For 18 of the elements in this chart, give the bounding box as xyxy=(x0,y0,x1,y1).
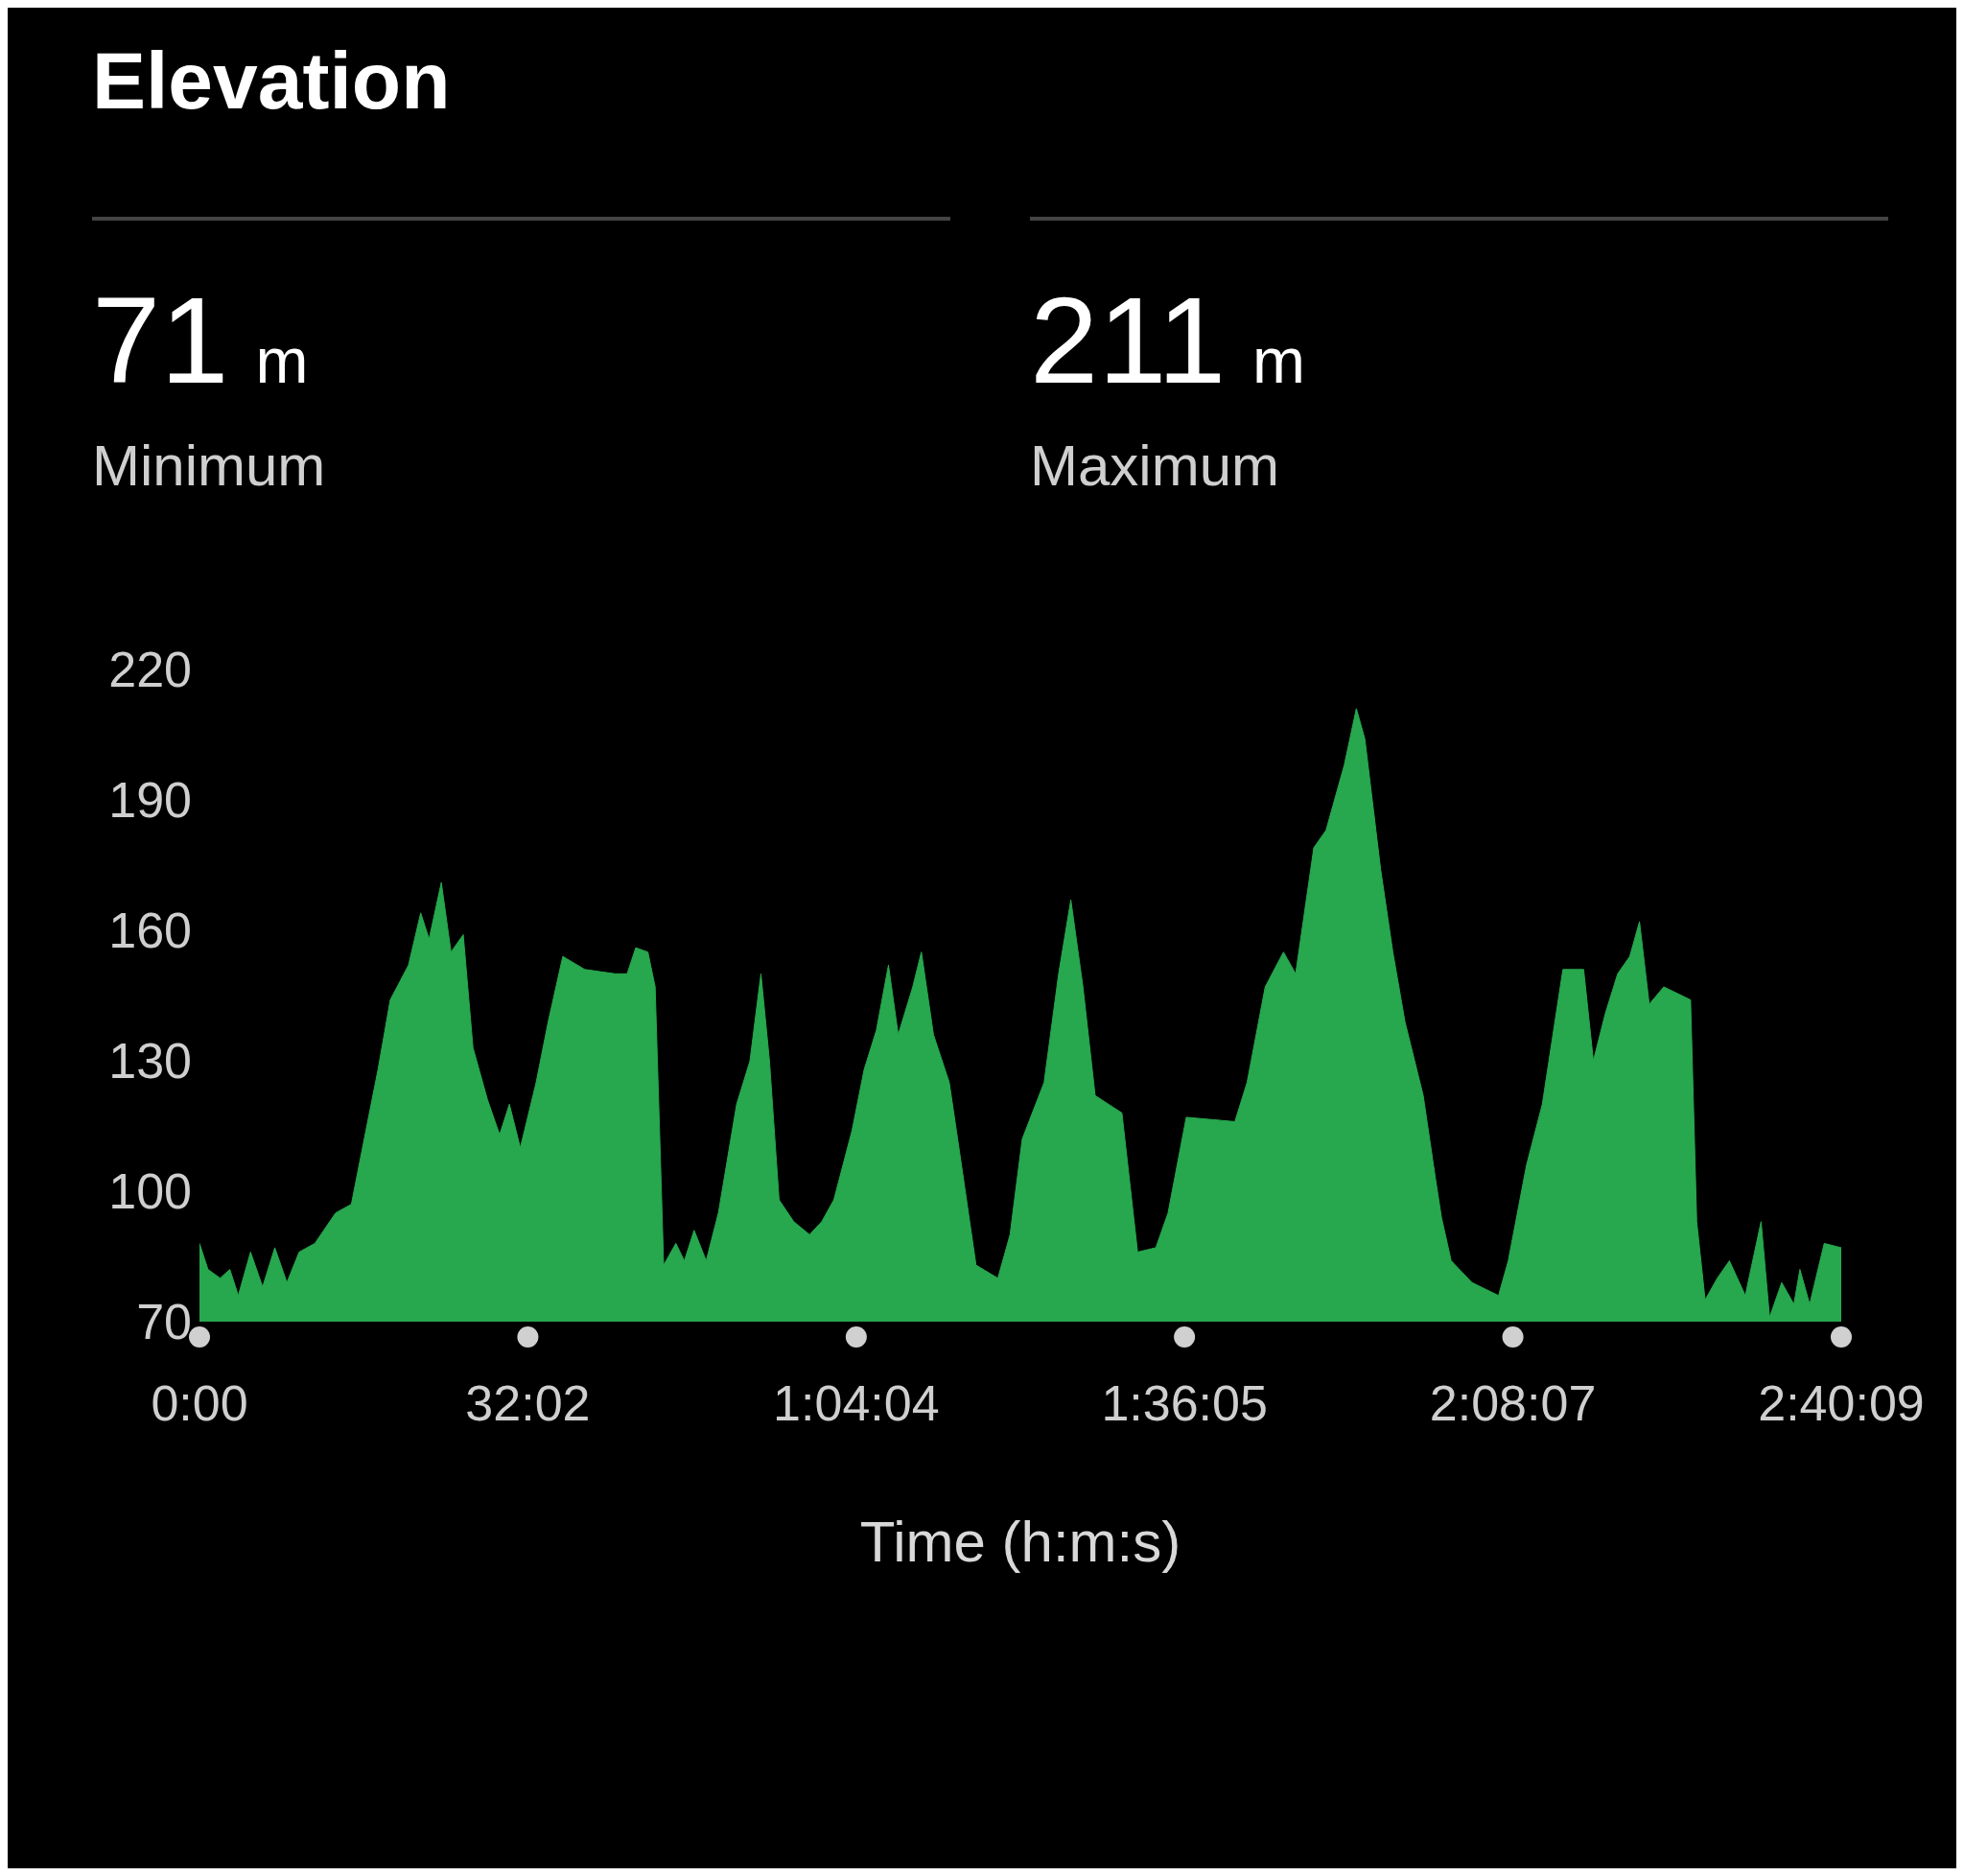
text: 211 m xyxy=(1030,271,1306,409)
y-tick-label: 130 xyxy=(108,1033,192,1090)
x-tick-label: 2:40:09 xyxy=(1758,1375,1925,1431)
x-tick-label: 0:00 xyxy=(151,1375,248,1431)
x-tick-label: 1:36:05 xyxy=(1101,1375,1268,1431)
y-tick-label: 160 xyxy=(108,903,192,959)
text: 71 m xyxy=(92,271,309,409)
x-axis-title: Time (h:m:s) xyxy=(859,1510,1181,1574)
text: Maximum xyxy=(1030,433,1280,499)
y-tick-label: 190 xyxy=(108,772,192,829)
x-tick-label: 1:04:04 xyxy=(773,1375,940,1431)
x-tick-label: 32:02 xyxy=(465,1375,591,1431)
x-tick-label: 2:08:07 xyxy=(1429,1375,1597,1431)
chart-title: Elevation xyxy=(92,35,451,128)
y-tick-label: 100 xyxy=(108,1163,192,1220)
text: Minimum xyxy=(92,433,327,499)
y-tick-label: 70 xyxy=(136,1294,192,1350)
y-tick-label: 220 xyxy=(108,642,192,698)
